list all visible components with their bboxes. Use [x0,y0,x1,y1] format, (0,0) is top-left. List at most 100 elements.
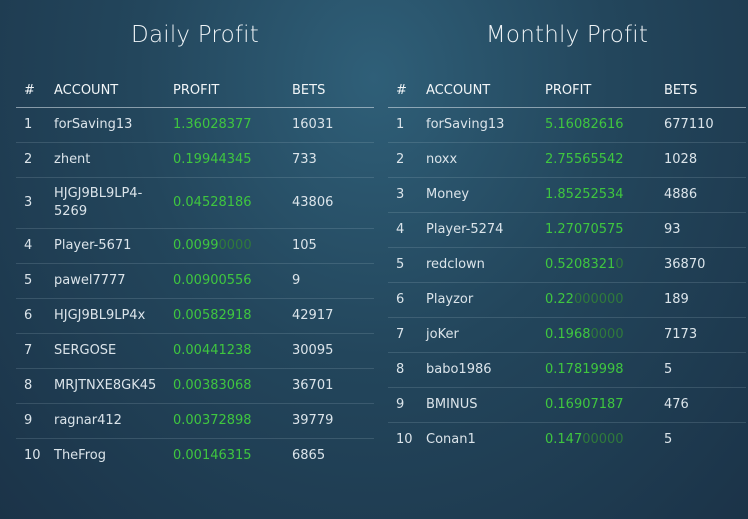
column-header-bets: BETS [292,73,374,108]
bets-cell: 93 [664,212,746,248]
rank-cell: 8 [16,368,54,404]
table-row: 6 HJGJ9BL9LP4x 0.00582918 42917 [16,298,374,334]
rank-cell: 10 [396,432,413,447]
profit-value: 0.5208321 [545,257,616,272]
account-cell: TheFrog [54,448,106,463]
account-cell: Player-5274 [426,212,545,248]
profit-trailing-zeros: 0000 [218,238,252,253]
table-row: 6 Playzor 0.22000000 189 [388,282,746,318]
bets-cell: 7173 [664,317,746,353]
profit-cell: 0.22000000 [545,282,664,318]
column-header-rank: # [388,73,426,108]
column-header-account: ACCOUNT [426,73,545,108]
account-cell: redclown [426,247,545,283]
table-row: 3 Money 1.85252534 4886 [388,177,746,213]
daily-profit-title: Daily Profit [131,22,259,48]
table-row: 1 forSaving13 1.36028377 16031 [16,107,374,143]
table-row: 4 Player-5671 0.00990000 105 [16,228,374,264]
account-cell: forSaving13 [54,107,173,143]
bets-cell: 6865 [292,448,326,463]
table-row: 2 zhent 0.19944345 733 [16,142,374,178]
profit-value: 0.16907187 [545,397,624,412]
bets-cell: 4886 [664,177,746,213]
monthly-profit-table: # ACCOUNT PROFIT BETS 1 forSaving13 5.1608… [388,73,746,457]
account-cell: Money [426,177,545,213]
profit-value: 1.27070575 [545,222,624,237]
bets-cell: 5 [664,432,673,447]
bets-cell: 677110 [664,107,746,143]
rank-cell: 8 [388,352,426,388]
rank-cell: 4 [16,228,54,264]
table-row: 10 TheFrog 0.00146315 6865 [16,439,374,474]
profit-cell: 0.00990000 [173,228,292,264]
table-row: 7 SERGOSE 0.00441238 30095 [16,333,374,369]
account-cell: MRJTNXE8GK45 [54,368,173,404]
rank-cell: 5 [388,247,426,283]
rank-cell: 2 [16,142,54,178]
rank-cell: 3 [16,177,54,229]
profit-cell: 5.16082616 [545,107,664,143]
table-row: 4 Player-5274 1.27070575 93 [388,212,746,248]
bets-cell: 30095 [292,333,374,369]
profit-cell: 0.19680000 [545,317,664,353]
bets-cell: 36701 [292,368,374,404]
table-header-row: # ACCOUNT PROFIT BETS [16,73,374,108]
profit-cell: 1.36028377 [173,107,292,143]
column-header-bets: BETS [664,73,746,108]
rank-cell: 1 [388,107,426,143]
table-row: 10 Conan1 0.14700000 5 [388,423,746,458]
profit-cell: 1.27070575 [545,212,664,248]
account-cell: joKer [426,317,545,353]
account-cell: noxx [426,142,545,178]
profit-cell: 2.75565542 [545,142,664,178]
profit-cell: 0.00383068 [173,368,292,404]
bets-cell: 189 [664,282,746,318]
profit-value: 0.17819998 [545,362,624,377]
rank-cell: 4 [388,212,426,248]
profit-cell: 0.17819998 [545,352,664,388]
bets-cell: 9 [292,263,374,299]
profit-trailing-zeros: 0000 [590,327,624,342]
table-row: 2 noxx 2.75565542 1028 [388,142,746,178]
account-cell: Conan1 [426,432,476,447]
profit-trailing-zeros: 000000 [573,292,624,307]
table-row: 5 pawel7777 0.00900556 9 [16,263,374,299]
profit-cell: 0.16907187 [545,387,664,423]
bets-cell: 5 [664,352,746,388]
column-header-rank: # [16,73,54,108]
profit-value: 2.75565542 [545,152,624,167]
rank-cell: 1 [16,107,54,143]
table-row: 9 BMINUS 0.16907187 476 [388,387,746,423]
rank-cell: 3 [388,177,426,213]
profit-value: 5.16082616 [545,117,624,132]
profit-trailing-zeros: 0 [615,257,624,272]
account-cell: Playzor [426,282,545,318]
account-cell: ragnar412 [54,403,173,439]
bets-cell: 733 [292,142,374,178]
account-cell: babo1986 [426,352,545,388]
profit-value: 0.00582918 [173,308,252,323]
profit-cell: 0.04528186 [173,177,292,229]
profit-cell: 0.00441238 [173,333,292,369]
rank-cell: 7 [16,333,54,369]
account-cell: pawel7777 [54,263,173,299]
profit-cell: 0.00146315 [173,439,292,474]
rank-cell: 5 [16,263,54,299]
account-cell: HJGJ9BL9LP4x [54,298,173,334]
table-row: 8 MRJTNXE8GK45 0.00383068 36701 [16,368,374,404]
account-cell: BMINUS [426,387,545,423]
bets-cell: 105 [292,228,374,264]
table-row: 5 redclown 0.52083210 36870 [388,247,746,283]
profit-value: 0.147 [545,432,583,447]
profit-cell: 1.85252534 [545,177,664,213]
monthly-profit-panel: Monthly Profit # ACCOUNT PROFIT BETS 1 fo… [388,0,746,457]
daily-profit-panel: Daily Profit # ACCOUNT PROFIT BETS 1 forS… [16,0,374,473]
account-cell: zhent [54,142,173,178]
profit-value: 0.0099 [173,238,219,253]
bets-cell: 39779 [292,403,374,439]
column-header-profit: PROFIT [173,73,292,108]
profit-value: 0.00372898 [173,413,252,428]
account-cell: forSaving13 [426,107,545,143]
column-header-account: ACCOUNT [54,73,173,108]
profit-cell: 0.52083210 [545,247,664,283]
